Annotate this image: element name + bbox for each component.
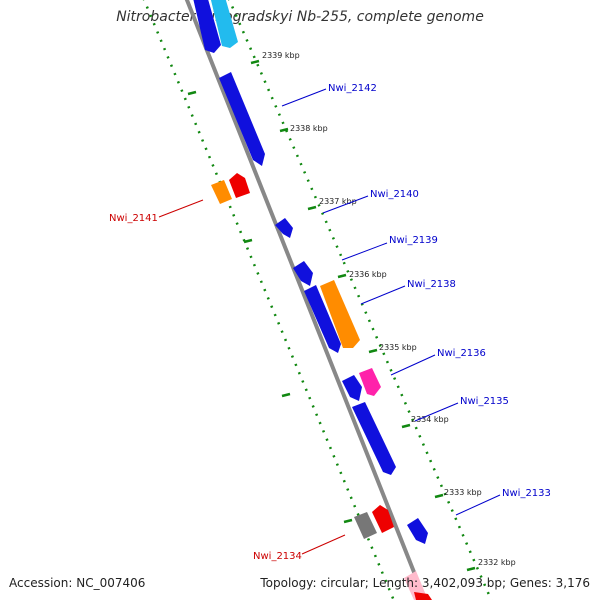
scale-tick — [187, 90, 197, 96]
scale-tick — [281, 392, 291, 398]
gene-arrow-red[interactable] — [372, 505, 394, 533]
scale-labels: 2339 kbp 2338 kbp 2337 kbp 2336 kbp 2335… — [262, 51, 516, 567]
scale-label: 2333 kbp — [444, 488, 482, 497]
gene-arrow-red[interactable] — [229, 173, 250, 198]
gene-arrow-pink-light[interactable] — [404, 571, 428, 600]
scale-tick — [401, 423, 411, 429]
gene-arrow-blue[interactable] — [275, 218, 293, 238]
outer-ring-dots — [228, 0, 493, 600]
gene-arrow-gray[interactable] — [354, 512, 377, 539]
gene-arrow-pink[interactable] — [359, 368, 381, 396]
gene-label[interactable]: Nwi_2140 — [370, 189, 419, 200]
accession-text: Accession: NC_007406 — [9, 576, 146, 590]
gene-arrow-orange[interactable] — [211, 180, 232, 204]
leader-line — [455, 494, 501, 516]
scale-label: 2337 kbp — [319, 197, 357, 206]
gene-label[interactable]: Nwi_2136 — [437, 348, 486, 359]
scale-tick — [434, 493, 444, 499]
gene-label[interactable]: Nwi_2142 — [328, 83, 377, 94]
scale-tick — [279, 127, 289, 133]
scale-tick — [337, 273, 347, 279]
leader-line — [341, 242, 388, 261]
gene-label[interactable]: Nwi_2135 — [460, 396, 509, 407]
gene-label[interactable]: Nwi_2138 — [407, 279, 456, 290]
scale-label: 2336 kbp — [349, 270, 387, 279]
gene-arrow-blue[interactable] — [193, 0, 221, 53]
scale-tick — [250, 59, 260, 65]
genome-summary-text: Topology: circular; Length: 3,402,093 bp… — [260, 576, 590, 590]
gene-arrow-red[interactable] — [414, 592, 432, 600]
scale-label: 2334 kbp — [411, 415, 449, 424]
genome-backbone — [184, 0, 428, 600]
scale-ticks — [187, 59, 476, 572]
gene-arrow-blue[interactable] — [219, 72, 265, 166]
leader-line — [390, 354, 436, 376]
leader-line — [281, 88, 327, 107]
leader-line — [158, 199, 204, 218]
leader-line — [322, 195, 369, 214]
label-leaders — [158, 88, 501, 555]
scale-label: 2335 kbp — [379, 343, 417, 352]
inner-ring-dots — [142, 0, 396, 600]
gene-arrow-orange[interactable] — [320, 280, 360, 348]
gene-arrow-light-blue[interactable] — [210, 0, 238, 48]
scale-tick — [243, 238, 253, 244]
gene-label[interactable]: Nwi_2133 — [502, 488, 551, 499]
gene-features — [193, 0, 432, 600]
gene-label[interactable]: Nwi_2141 — [109, 213, 158, 224]
gene-arrow-blue[interactable] — [304, 285, 341, 353]
gene-label[interactable]: Nwi_2134 — [253, 551, 302, 562]
gene-arrow-blue[interactable] — [407, 518, 428, 544]
scale-label: 2332 kbp — [478, 558, 516, 567]
leader-line — [360, 285, 406, 305]
gene-labels: Nwi_2142 Nwi_2141 Nwi_2140 Nwi_2139 Nwi_… — [109, 83, 551, 562]
gene-arrow-blue[interactable] — [293, 261, 313, 286]
scale-tick — [307, 205, 317, 211]
gene-arrow-blue[interactable] — [352, 402, 396, 475]
scale-tick — [466, 566, 476, 572]
scale-label: 2338 kbp — [290, 124, 328, 133]
gene-arrow-blue[interactable] — [342, 375, 362, 401]
scale-label: 2339 kbp — [262, 51, 300, 60]
gene-label[interactable]: Nwi_2139 — [389, 235, 438, 246]
scale-tick — [368, 348, 378, 354]
scale-tick — [343, 518, 353, 524]
leader-line — [414, 402, 459, 422]
leader-line — [301, 534, 346, 555]
